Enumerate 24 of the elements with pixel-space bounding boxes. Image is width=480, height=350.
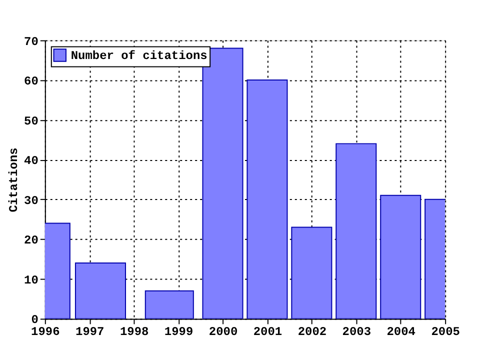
y-tick-label: 70 xyxy=(24,34,38,49)
x-tick-label: 2001 xyxy=(253,325,282,340)
x-tick-label: 2003 xyxy=(342,325,372,340)
y-tick-label: 60 xyxy=(24,74,38,89)
x-tick-label: 1998 xyxy=(120,325,149,340)
bar xyxy=(291,226,332,319)
bar xyxy=(336,143,377,319)
y-axis-title: Citations xyxy=(7,148,22,212)
legend-label: Number of citations xyxy=(70,49,208,64)
y-tick-label: 20 xyxy=(24,234,38,248)
x-tick-label: 1997 xyxy=(76,325,104,340)
x-tick-label: 2005 xyxy=(431,325,460,340)
y-tick-label: 40 xyxy=(24,154,38,168)
y-tick-label: 10 xyxy=(24,273,38,288)
x-tick-label: 2004 xyxy=(386,325,416,340)
y-tick-label: 0 xyxy=(31,313,38,328)
x-tick-label: 1996 xyxy=(31,325,60,340)
x-tick-label: 2002 xyxy=(298,325,327,340)
x-tick-label: 1999 xyxy=(164,325,194,340)
y-tick-label: 30 xyxy=(24,194,38,208)
x-tick-label: 2000 xyxy=(208,325,238,340)
y-tick-label: 50 xyxy=(24,114,38,128)
bar xyxy=(246,80,288,319)
bar xyxy=(380,194,422,319)
